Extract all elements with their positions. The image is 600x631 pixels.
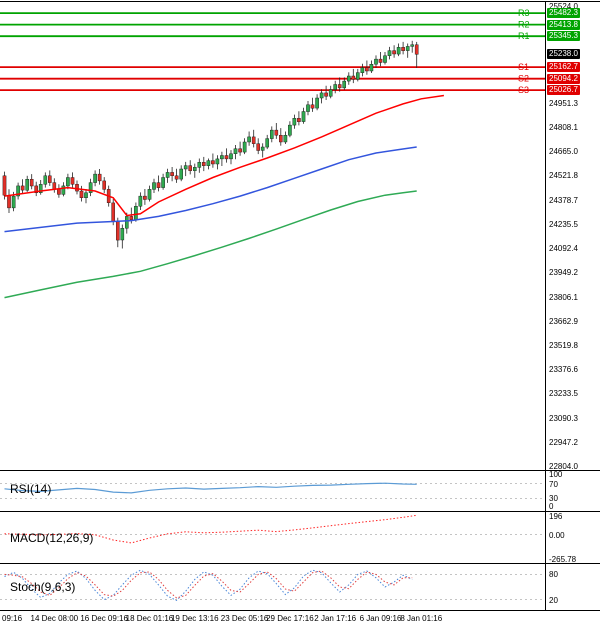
macd-divider [0,511,600,512]
macd-scale-label: 0.00 [549,531,565,540]
price-tick: 24665.0 [549,147,578,156]
stoch-divider [0,563,600,564]
rsi-line [4,482,417,494]
macd-scale-label: 196 [549,512,563,521]
price-tick: 24378.7 [549,196,578,205]
time-axis-label: 6 Jan 09:16 [359,614,402,623]
macd-panel-canvas[interactable] [0,512,545,563]
time-axis[interactable]: 09:16 14 Dec 08:00 16 Dec 09:16 18 Dec 01:1… [0,612,600,630]
price-tick: 24235.5 [549,220,578,229]
top-border [0,1,600,2]
svg-text:S3: S3 [518,85,529,95]
pivot-r1-line: R1 [0,31,545,41]
stoch-scale-label: 80 [549,570,558,579]
stoch-label: Stoch(9,6,3) [10,580,76,594]
price-tick: 22947.2 [549,438,578,447]
rsi-scale-label: 70 [549,480,558,489]
rsi-scale-label: 0 [549,502,554,511]
rsi-label: RSI(14) [10,482,52,496]
time-axis-label: 8 Jan 01:16 [400,614,443,623]
price-axis-divider [545,2,546,610]
pivot-r1-badge: 25345.3 [547,31,580,41]
rsi-divider [0,470,600,471]
stoch-k-line [4,569,413,602]
price-tick: 24951.3 [549,99,578,108]
pivot-r2-line: R2 [0,20,545,30]
pivot-r3-badge: 25482.3 [547,8,580,18]
price-axis[interactable]: 25524.0 22804.0 24951.3 24808.1 24665.0 24521… [546,0,600,610]
pivot-s2-line: S2 [0,74,545,84]
stoch-d-line [4,570,413,599]
svg-text:R2: R2 [518,20,530,30]
time-axis-label: 2 Jan 17:16 [314,614,357,623]
bottom-border [0,610,600,611]
ma-mid-line [4,146,417,233]
price-tick: 23090.3 [549,414,578,423]
candles [2,40,419,249]
ma-fast-line [4,94,445,217]
price-tick: 23376.6 [549,365,578,374]
time-axis-label: 29 Dec 17:16 [266,614,314,623]
pivot-s2-badge: 25094.2 [547,74,580,84]
time-axis-label: 09:16 [2,614,23,623]
pivot-s3-badge: 25026.7 [547,85,580,95]
price-tick: 24808.1 [549,123,578,132]
price-tick: 24521.8 [549,171,578,180]
svg-text:R1: R1 [518,31,530,41]
price-tick: 23233.5 [549,389,578,398]
price-tick: 23662.9 [549,317,578,326]
rsi-panel-canvas[interactable] [0,471,545,511]
pivot-s1-line: S1 [0,62,545,72]
stoch-panel-canvas[interactable] [0,564,545,610]
pivot-s3-line: S3 [0,85,545,95]
time-axis-label: 19 Dec 13:16 [170,614,219,623]
pivot-r3-line: R3 [0,8,545,18]
time-axis-label: 14 Dec 08:00 [30,614,79,623]
price-tick: 23806.1 [549,293,578,302]
macd-line [4,514,417,544]
macd-label: MACD(12,26,9) [10,531,94,545]
rsi-scale-label: 100 [549,470,563,479]
macd-scale-label: -265.78 [549,555,577,564]
price-tick: 25524.0 [549,2,578,11]
price-tick: 24092.4 [549,244,578,253]
svg-text:R3: R3 [518,8,530,18]
ma-slow-line [4,190,417,299]
time-axis-label: 18 Dec 01:16 [125,614,174,623]
time-axis-label: 23 Dec 05:16 [220,614,269,623]
price-tick: 22804.0 [549,462,578,471]
time-axis-label: 16 Dec 09:16 [80,614,128,623]
current-price-badge: 25238.0 [547,49,580,59]
price-tick: 23949.2 [549,268,578,277]
stoch-scale-label: 20 [549,596,558,605]
svg-text:S1: S1 [518,62,529,72]
pivot-s1-badge: 25162.7 [547,62,580,72]
pivot-r2-badge: 25413.8 [547,20,580,30]
rsi-scale-label: 30 [549,494,558,503]
svg-text:S2: S2 [518,74,529,84]
price-tick: 23519.8 [549,341,578,350]
